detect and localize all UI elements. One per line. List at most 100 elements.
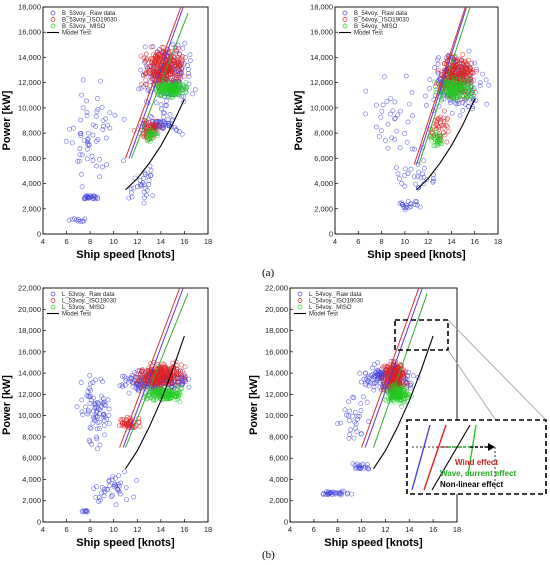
data-point xyxy=(133,385,139,391)
legend-marker xyxy=(50,298,56,303)
data-point xyxy=(477,83,483,89)
data-point xyxy=(399,382,405,388)
data-point xyxy=(404,392,410,397)
data-point xyxy=(342,407,348,413)
legend-marker xyxy=(297,304,303,310)
y-tick-label: 18,000 xyxy=(265,326,288,335)
legend-marker xyxy=(297,298,303,303)
data-point xyxy=(179,386,185,391)
y-tick-label: 16,000 xyxy=(310,28,333,37)
data-point xyxy=(179,94,185,99)
data-point xyxy=(105,397,111,403)
data-point xyxy=(153,123,159,128)
data-point xyxy=(113,502,119,508)
data-point xyxy=(435,139,441,144)
data-point xyxy=(378,128,384,133)
data-point xyxy=(393,165,399,170)
data-point xyxy=(164,98,169,104)
data-point xyxy=(347,418,352,423)
data-point xyxy=(408,380,414,386)
legend-entry: L_53voy._Raw data xyxy=(62,292,115,298)
data-point xyxy=(452,71,458,77)
data-point xyxy=(446,83,451,89)
data-point xyxy=(124,497,129,502)
x-tick-label: 18 xyxy=(204,237,212,246)
data-point xyxy=(169,378,174,384)
data-point xyxy=(431,124,437,130)
data-point xyxy=(147,64,152,70)
data-point xyxy=(99,484,105,490)
data-point xyxy=(460,108,466,113)
data-point xyxy=(165,370,171,376)
data-point xyxy=(392,115,398,121)
data-point xyxy=(113,475,118,481)
data-point xyxy=(347,408,352,414)
data-point xyxy=(357,370,362,376)
data-point xyxy=(108,494,114,499)
data-point xyxy=(454,94,460,100)
data-point xyxy=(358,401,364,407)
x-tick-label: 16 xyxy=(180,237,188,246)
y-tick-label: 2,000 xyxy=(269,496,288,505)
data-point xyxy=(452,77,457,82)
data-point xyxy=(366,383,372,389)
data-point xyxy=(78,117,83,123)
data-point xyxy=(460,66,466,72)
data-point xyxy=(159,89,165,94)
data-point xyxy=(338,420,343,426)
x-tick-label: 6 xyxy=(64,237,68,246)
zoom-inset: Wind effect Wave, current effect Non-lin… xyxy=(394,319,547,495)
data-point xyxy=(148,172,154,178)
x-tick-label: 6 xyxy=(356,237,360,246)
data-point xyxy=(117,383,123,388)
data-point xyxy=(361,376,367,382)
data-point xyxy=(66,217,72,223)
x-tick-label: 14 xyxy=(157,525,165,534)
data-point xyxy=(441,119,447,124)
data-point xyxy=(143,77,149,83)
x-tick-label: 16 xyxy=(180,525,188,534)
data-point xyxy=(483,77,489,83)
data-point xyxy=(397,200,403,206)
data-point xyxy=(408,204,414,209)
data-point xyxy=(395,370,401,376)
fit-line xyxy=(125,7,182,159)
data-point xyxy=(404,139,410,145)
data-point xyxy=(456,71,461,76)
data-point xyxy=(386,393,391,398)
data-point xyxy=(181,74,187,79)
legend-entry: B_54voy._MISO xyxy=(354,24,398,30)
data-point xyxy=(180,54,185,60)
fit-line xyxy=(128,7,184,159)
y-tick-label: 4,000 xyxy=(22,475,41,484)
data-point xyxy=(444,124,450,130)
data-point xyxy=(148,130,154,136)
data-point xyxy=(147,137,152,143)
data-point xyxy=(151,397,157,402)
data-point xyxy=(401,205,407,210)
legend-entry: Model Test xyxy=(62,31,91,37)
data-point xyxy=(409,146,415,152)
x-tick-label: 8 xyxy=(88,525,92,534)
data-point xyxy=(165,121,171,126)
data-point xyxy=(392,99,398,105)
data-point xyxy=(106,406,112,412)
data-point xyxy=(161,84,167,89)
data-point xyxy=(403,73,409,79)
data-point xyxy=(453,64,458,70)
data-point xyxy=(398,108,404,114)
data-point xyxy=(428,138,434,144)
x-tick-label: 4 xyxy=(288,525,292,534)
data-point xyxy=(389,135,395,141)
data-point xyxy=(186,71,191,76)
data-point xyxy=(403,166,408,172)
data-point xyxy=(79,397,85,403)
data-point xyxy=(464,93,470,99)
data-point xyxy=(178,380,184,386)
data-point xyxy=(351,395,357,401)
data-point xyxy=(456,87,462,92)
legend-entry: Model Test xyxy=(309,312,338,318)
data-point xyxy=(427,86,432,91)
data-point xyxy=(91,408,96,414)
data-point xyxy=(399,403,404,409)
